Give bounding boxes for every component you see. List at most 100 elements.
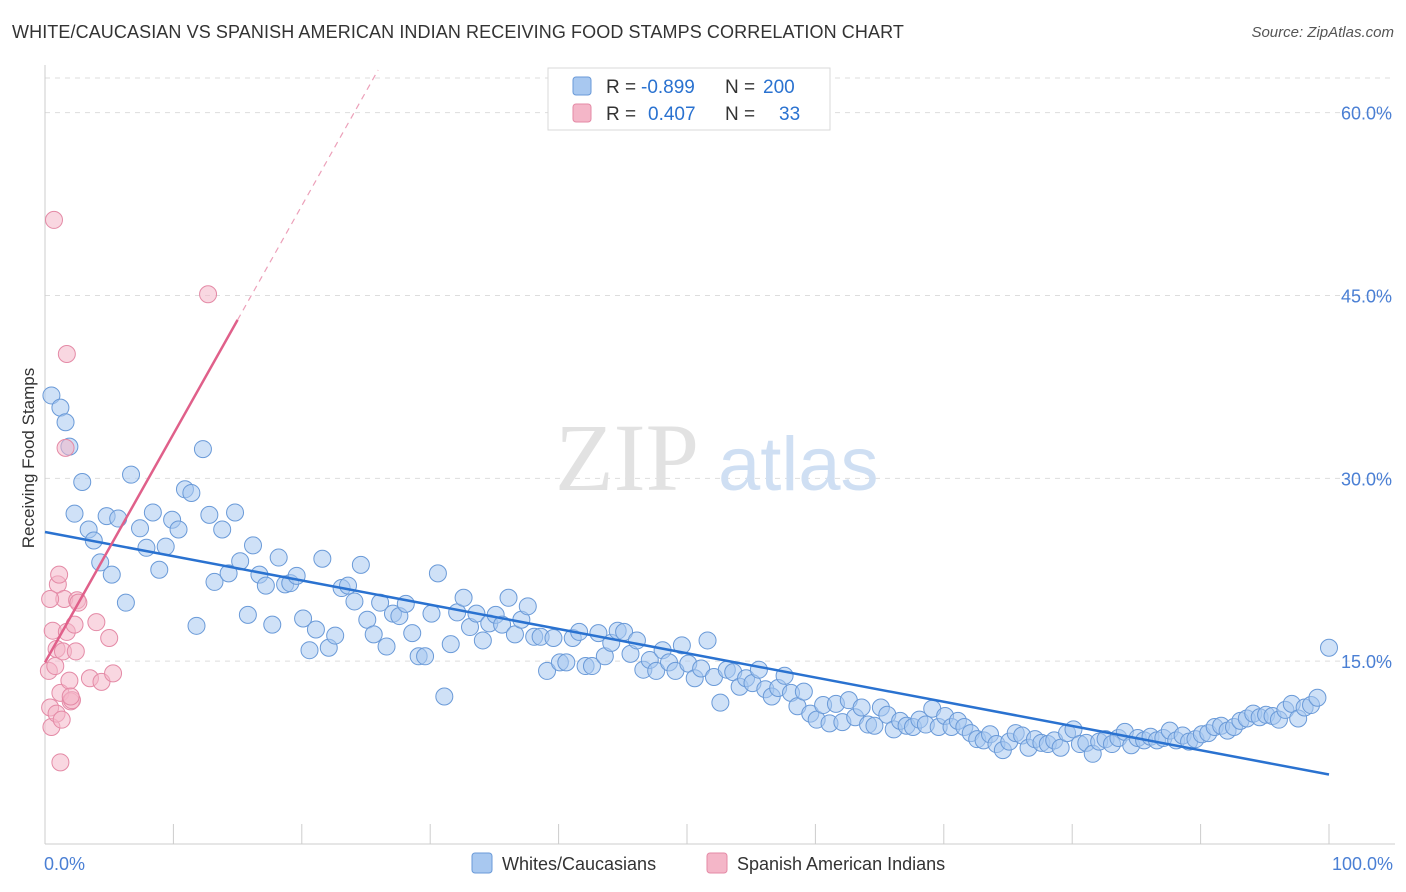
whites-point-53 bbox=[377, 637, 396, 656]
whites-point-92 bbox=[627, 631, 646, 650]
spanish-american-indians-point-26 bbox=[87, 613, 106, 632]
spanish-american-indians-point-30 bbox=[41, 590, 60, 609]
trend-line-spanish-american-indians bbox=[43, 319, 239, 663]
legend-box bbox=[547, 67, 831, 131]
whites-point-68 bbox=[473, 631, 492, 650]
whites-point-31 bbox=[238, 605, 257, 624]
x-tick-label-1: 100.0% bbox=[1332, 854, 1393, 874]
series-spanish-american-indians-points bbox=[39, 210, 218, 772]
whites-point-78 bbox=[538, 661, 557, 680]
series-whites-points bbox=[42, 386, 1338, 763]
spanish-american-indians-point-29 bbox=[100, 629, 119, 648]
whites-point-11 bbox=[109, 509, 128, 528]
y-tick-labels: 15.0% 30.0% 45.0% 60.0% bbox=[1341, 104, 1392, 673]
whites-point-199 bbox=[1320, 638, 1338, 657]
whites-point-25 bbox=[200, 505, 219, 524]
spanish-american-indians-point-11 bbox=[51, 753, 70, 772]
whites-point-99 bbox=[672, 636, 691, 655]
spanish-american-indians-point-31 bbox=[61, 687, 80, 706]
whites-point-0 bbox=[42, 386, 61, 405]
whites-point-62 bbox=[435, 687, 454, 706]
whites-point-79 bbox=[544, 629, 563, 648]
y-tick-label-3: 60.0% bbox=[1341, 104, 1392, 124]
whites-point-57 bbox=[403, 624, 422, 643]
whites-point-59 bbox=[416, 647, 435, 666]
watermark-atlas: atlas bbox=[718, 422, 879, 507]
legend-n-label-2: N = bbox=[725, 104, 755, 125]
y-tick-label-2: 45.0% bbox=[1341, 286, 1392, 306]
whites-point-32 bbox=[244, 536, 263, 555]
whites-point-42 bbox=[306, 620, 325, 639]
whites-point-10 bbox=[102, 565, 121, 584]
whites-point-103 bbox=[698, 631, 717, 650]
whites-point-102 bbox=[692, 659, 711, 678]
whites-point-23 bbox=[187, 616, 206, 635]
chart-title: WHITE/CAUCASIAN VS SPANISH AMERICAN INDI… bbox=[12, 22, 904, 42]
whites-point-4 bbox=[65, 504, 84, 523]
whites-point-28 bbox=[219, 564, 238, 583]
whites-point-14 bbox=[131, 519, 150, 538]
y-tick-label-1: 30.0% bbox=[1341, 469, 1392, 489]
whites-point-49 bbox=[351, 555, 370, 574]
spanish-american-indians-point-4 bbox=[44, 210, 63, 229]
x-tick-labels: 0.0% 100.0% bbox=[44, 854, 1393, 874]
whites-point-105 bbox=[711, 693, 730, 712]
whites-point-198 bbox=[1308, 688, 1327, 707]
trend-line-whites bbox=[44, 530, 1330, 776]
whites-point-65 bbox=[454, 588, 473, 607]
whites-point-41 bbox=[300, 641, 319, 660]
spanish-american-indians-point-12 bbox=[52, 710, 71, 729]
whites-point-13 bbox=[122, 465, 141, 484]
whites-point-29 bbox=[226, 503, 245, 522]
legend-r-label-2: R = bbox=[606, 104, 636, 125]
spanish-american-indians-point-15 bbox=[56, 438, 75, 457]
whites-point-118 bbox=[794, 682, 813, 701]
legend-swatch-whites bbox=[572, 76, 592, 96]
whites-point-60 bbox=[422, 604, 441, 623]
y-axis-label: Receiving Food Stamps bbox=[19, 368, 38, 548]
bottom-legend-swatch-whites bbox=[471, 852, 493, 874]
whites-point-85 bbox=[582, 657, 601, 676]
bottom-legend-label-whites: Whites/Caucasians bbox=[502, 854, 656, 874]
trend-lines bbox=[43, 69, 1330, 776]
legend-swatch-spanish-american-indians bbox=[572, 103, 592, 123]
whites-point-2 bbox=[56, 413, 75, 432]
whites-point-48 bbox=[345, 592, 364, 611]
legend-n-label-1: N = bbox=[725, 77, 755, 98]
source-credit: Source: ZipAtlas.com bbox=[1251, 24, 1394, 41]
trend-line-spanish-american-indians-extension bbox=[237, 69, 379, 321]
spanish-american-indians-point-32 bbox=[199, 285, 218, 304]
whites-point-95 bbox=[647, 661, 666, 680]
whites-point-36 bbox=[269, 548, 288, 567]
whites-point-72 bbox=[499, 588, 518, 607]
whites-point-61 bbox=[428, 564, 447, 583]
x-tick-label-0: 0.0% bbox=[44, 854, 85, 874]
bottom-legend-label-spanish-american-indians: Spanish American Indians bbox=[737, 854, 945, 874]
spanish-american-indians-point-28 bbox=[104, 664, 123, 683]
whites-point-20 bbox=[169, 520, 188, 539]
whites-point-127 bbox=[852, 698, 871, 717]
spanish-american-indians-point-22 bbox=[66, 642, 85, 661]
watermark-zip: ZIP bbox=[555, 404, 699, 511]
spanish-american-indians-point-18 bbox=[60, 671, 79, 690]
whites-point-40 bbox=[294, 609, 313, 628]
whites-point-81 bbox=[557, 653, 576, 672]
whites-point-51 bbox=[364, 625, 383, 644]
whites-point-27 bbox=[213, 520, 232, 539]
series-legend: Whites/Caucasians Spanish American India… bbox=[471, 852, 945, 874]
legend-n-value-1: 200 bbox=[763, 77, 795, 98]
whites-point-111 bbox=[749, 660, 768, 679]
whites-point-34 bbox=[256, 576, 275, 595]
spanish-american-indians-point-17 bbox=[57, 345, 76, 364]
whites-point-5 bbox=[73, 472, 92, 491]
whites-point-26 bbox=[205, 572, 224, 591]
whites-point-35 bbox=[263, 615, 282, 634]
whites-point-45 bbox=[326, 626, 345, 645]
whites-point-24 bbox=[193, 440, 212, 459]
legend-r-value-1: -0.899 bbox=[641, 77, 695, 98]
whites-point-16 bbox=[143, 503, 162, 522]
grid-lines bbox=[45, 77, 1395, 662]
whites-point-129 bbox=[865, 716, 884, 735]
spanish-american-indians-point-9 bbox=[50, 565, 69, 584]
